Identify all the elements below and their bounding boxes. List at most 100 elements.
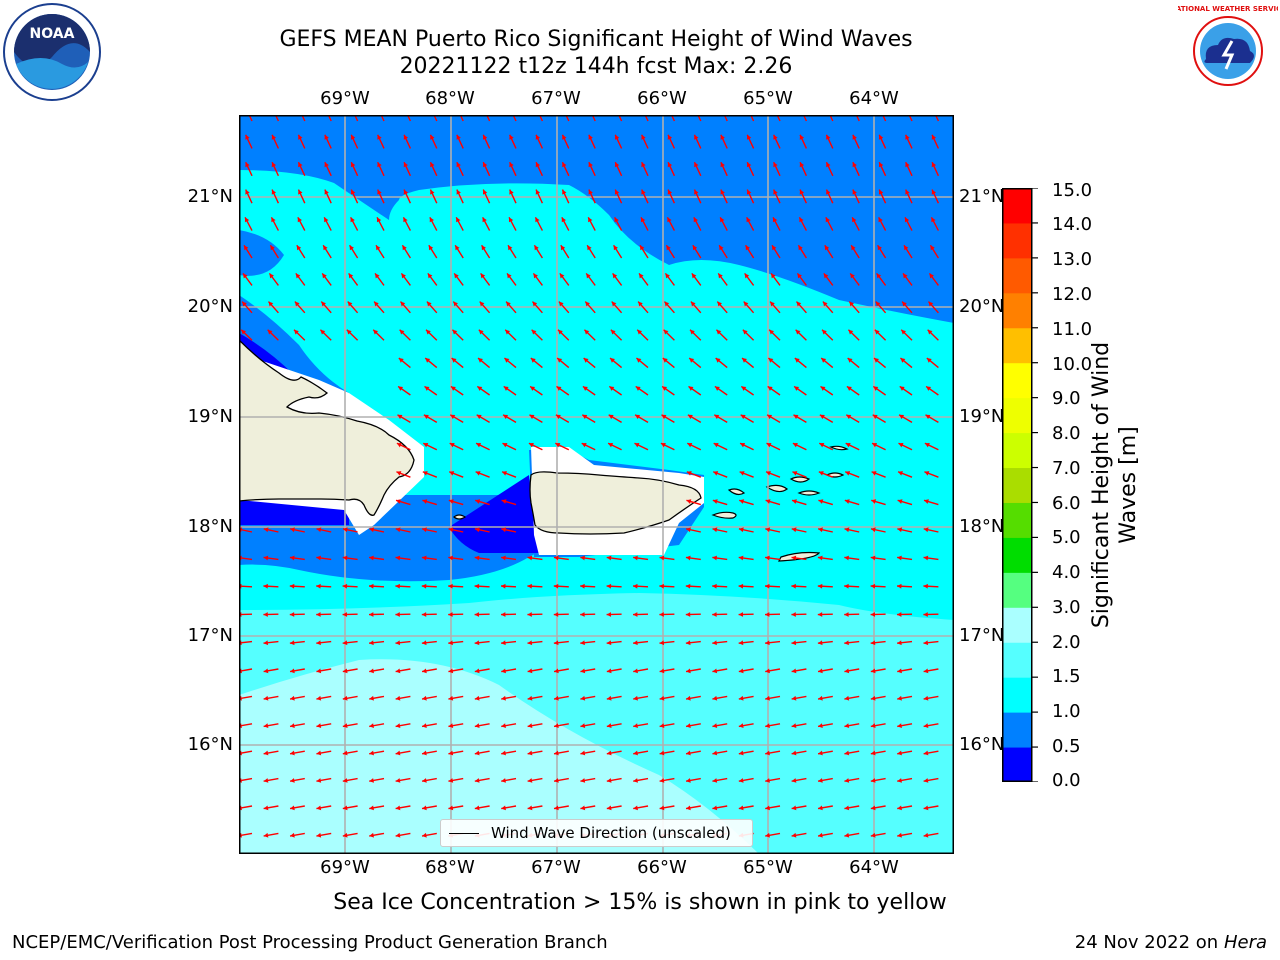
wave-direction-arrowhead (290, 723, 295, 729)
wave-direction-arrowhead (560, 245, 566, 251)
wave-direction-arrowhead (350, 162, 356, 168)
wave-direction-arrowhead (588, 134, 593, 140)
wave-direction-arrowhead (342, 612, 348, 617)
wave-direction-arrowhead (454, 273, 459, 279)
wave-direction-arrowhead (558, 329, 563, 335)
colorbar-tick: 5.0 (1052, 527, 1081, 548)
wave-direction-arrowhead (395, 778, 401, 783)
wave-direction-arrowhead (587, 245, 592, 251)
wave-direction-arrowhead (501, 723, 506, 729)
wave-direction-arrowhead (765, 612, 770, 617)
wave-direction-arrowhead (527, 750, 533, 756)
wave-direction-arrowhead (290, 750, 295, 756)
wave-direction-arrowhead (509, 162, 514, 168)
sea-ice-note: Sea Ice Concentration > 15% is shown in … (0, 890, 1280, 915)
wave-direction-arrowhead (897, 832, 902, 838)
wave-direction-arrowhead (324, 134, 329, 140)
wave-direction-arrowhead (897, 612, 902, 617)
wave-direction-arrowhead (765, 750, 770, 756)
wave-direction-arrowhead (765, 805, 770, 811)
wave-direction-arrow (327, 115, 332, 122)
wave-direction-arrowhead (588, 162, 593, 168)
wave-direction-arrowhead (870, 778, 876, 783)
colorbar-swatch (1002, 537, 1032, 573)
wave-direction-arrowhead (507, 273, 512, 279)
wave-direction-arrowhead (689, 358, 695, 363)
wave-direction-arrowhead (660, 443, 666, 448)
wave-direction-arrowhead (818, 668, 823, 674)
wave-direction-arrowhead (792, 443, 798, 448)
wave-direction-arrowhead (799, 162, 805, 168)
wave-direction-arrowhead (295, 273, 301, 279)
wave-direction-arrowhead (694, 162, 699, 168)
wave-direction-arrowhead (905, 162, 910, 168)
wave-direction-arrowhead (527, 778, 533, 783)
footer-date: 24 Nov 2022 on Hera (1075, 932, 1267, 953)
wave-direction-arrowhead (635, 386, 641, 391)
wave-direction-arrowhead (527, 640, 533, 646)
wave-direction-arrowhead (474, 778, 480, 783)
wave-direction-arrowhead (666, 245, 671, 251)
wave-direction-arrowhead (844, 695, 850, 701)
colorbar-tick: 6.0 (1052, 493, 1081, 514)
wave-direction-arrowhead (712, 499, 718, 504)
wave-direction-arrowhead (713, 471, 719, 476)
wave-direction-arrowhead (791, 668, 797, 674)
legend-line-swatch (449, 832, 479, 834)
wave-direction-arrowhead (923, 750, 929, 756)
wave-direction-arrowhead (849, 301, 854, 307)
wave-direction-arrowhead (897, 583, 902, 589)
wave-direction-arrowhead (904, 245, 909, 251)
wave-direction-arrowhead (608, 443, 614, 448)
wave-direction-arrowhead (501, 583, 506, 589)
wave-direction-arrowhead (667, 162, 673, 168)
wave-direction-arrowhead (395, 695, 401, 701)
wave-direction-arrowhead (580, 640, 585, 646)
wave-direction-arrowhead (846, 414, 852, 420)
wave-direction-arrowhead (342, 778, 348, 783)
wave-direction-arrowhead (350, 134, 356, 140)
wave-direction-arrowhead (667, 217, 672, 223)
wave-direction-arrowhead (897, 668, 902, 674)
wave-direction-arrowhead (765, 723, 770, 729)
wave-direction-arrowhead (535, 134, 541, 140)
wave-direction-arrowhead (844, 499, 850, 504)
wave-direction-arrowhead (553, 612, 559, 617)
wave-direction-arrowhead (501, 695, 506, 701)
colorbar-swatch (1002, 432, 1032, 469)
wave-direction-arrowhead (474, 555, 480, 561)
colorbar (1002, 188, 1038, 782)
chart-subtitle: 20221122 t12z 144h fcst Max: 2.26 (399, 54, 793, 79)
lat-tick-left: 19°N (187, 406, 233, 427)
wave-direction-arrowhead (897, 527, 903, 533)
wave-direction-arrowhead (818, 778, 823, 783)
wave-direction-arrowhead (429, 217, 435, 223)
lon-tick-top: 68°W (425, 88, 475, 109)
wave-direction-arrowhead (791, 805, 797, 811)
wave-direction-arrowhead (765, 640, 770, 646)
wave-direction-arrowhead (686, 750, 691, 756)
lat-tick-left: 17°N (187, 625, 233, 646)
wave-direction-arrowhead (924, 443, 930, 448)
wave-direction-arrowhead (686, 471, 692, 476)
wave-direction-arrowhead (582, 386, 588, 391)
wave-direction-arrowhead (581, 443, 587, 448)
wave-direction-arrowhead (870, 583, 876, 589)
wave-direction-arrowhead (844, 750, 850, 756)
wave-direction-arrowhead (245, 189, 250, 195)
wave-direction-arrowhead (687, 414, 693, 420)
wave-direction-arrowhead (797, 273, 802, 279)
wave-direction-arrowhead (742, 329, 748, 335)
wave-direction-arrowhead (926, 386, 932, 391)
wave-direction-arrowhead (738, 668, 744, 674)
wave-direction-arrowhead (852, 134, 857, 140)
wave-direction-arrowhead (900, 358, 906, 363)
colorbar-tick: 3.0 (1052, 597, 1081, 618)
wave-direction-arrowhead (826, 189, 831, 195)
wave-direction-arrowhead (614, 162, 620, 168)
wave-direction-arrowhead (401, 273, 406, 279)
wave-direction-arrowhead (532, 301, 538, 307)
wave-direction-arrowhead (422, 668, 427, 674)
wave-direction-arrowhead (635, 414, 641, 420)
wave-direction-arrowhead (685, 583, 691, 589)
